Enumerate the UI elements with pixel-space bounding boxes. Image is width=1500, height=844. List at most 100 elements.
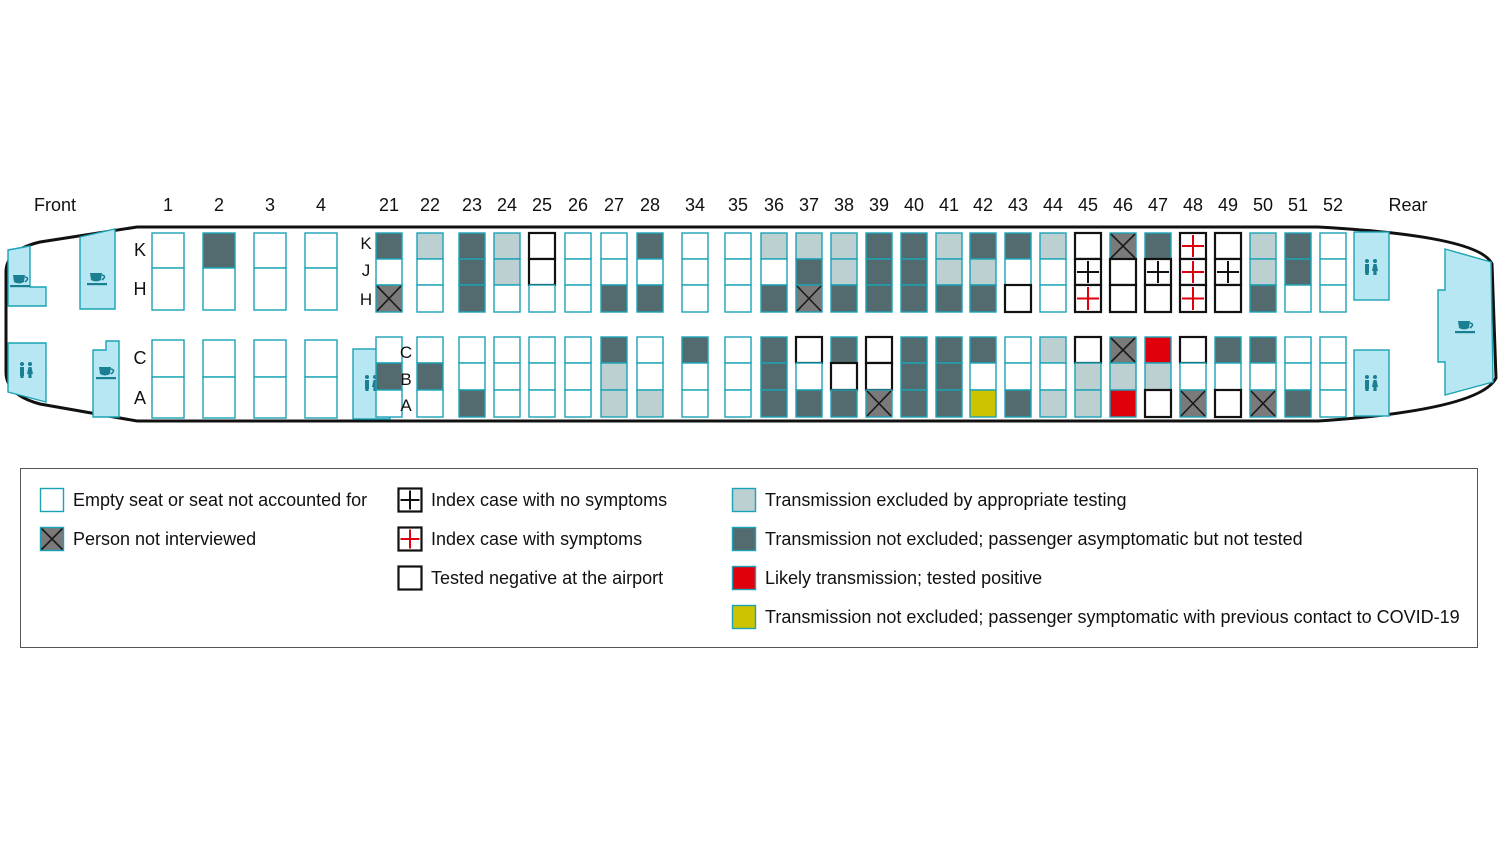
seat-41K (935, 232, 963, 260)
seat-45J (1073, 257, 1103, 287)
seat-24H (493, 284, 521, 313)
row-number: 41 (939, 195, 959, 215)
seat-2K (202, 232, 236, 269)
seat-42A (969, 389, 997, 418)
row-number: 28 (640, 195, 660, 215)
row-number: 37 (799, 195, 819, 215)
seat-47A (1143, 388, 1173, 419)
seat-43J (1004, 258, 1032, 286)
seat-44H (1039, 284, 1067, 313)
seat-28B (636, 362, 664, 391)
seat-45H (1073, 283, 1103, 314)
legend-item-excluded: Transmission excluded by appropriate tes… (731, 487, 1127, 513)
seat-51K (1284, 232, 1312, 260)
seat-46J (1108, 257, 1138, 287)
seat-45K (1073, 231, 1103, 261)
seat-49A (1213, 388, 1243, 419)
row-number: 48 (1183, 195, 1203, 215)
restroom-icon (1365, 259, 1378, 275)
excluded-swatch (731, 487, 757, 513)
front-galley (79, 228, 116, 310)
row-number: 42 (973, 195, 993, 215)
seat-38B (829, 361, 859, 392)
seat-1K (151, 232, 185, 269)
seat-37H (795, 284, 823, 313)
seat-2C (202, 339, 236, 378)
seat-28C (636, 336, 664, 364)
seat-23K (458, 232, 486, 260)
legend: Empty seat or seat not accounted for Per… (20, 468, 1478, 648)
seat-48C (1178, 335, 1208, 365)
rear-galley (1437, 248, 1494, 396)
seat-47C (1144, 336, 1172, 364)
seat-22C (416, 336, 444, 364)
seat-letter: B (400, 370, 411, 389)
row-number: 21 (379, 195, 399, 215)
seat-52A (1319, 389, 1347, 418)
row-number: 27 (604, 195, 624, 215)
seat-50B (1249, 362, 1277, 391)
row-number: 24 (497, 195, 517, 215)
seat-25A (528, 389, 556, 418)
row-number: 38 (834, 195, 854, 215)
seat-25K (527, 231, 557, 261)
seat-25J (527, 257, 557, 287)
legend-swatch-mark (731, 526, 757, 552)
seat-26J (564, 258, 592, 286)
seat-letter: H (134, 279, 147, 299)
seat-28K (636, 232, 664, 260)
seat-50C (1249, 336, 1277, 364)
seat-34H (681, 284, 709, 313)
seat-45A (1074, 389, 1102, 418)
row-number: 25 (532, 195, 552, 215)
seat-41J (935, 258, 963, 286)
seat-45B (1074, 362, 1102, 391)
row-number: 4 (316, 195, 326, 215)
seat-27B (600, 362, 628, 391)
row-number: 43 (1008, 195, 1028, 215)
legend-label: Transmission not excluded; passenger asy… (765, 528, 1303, 549)
seat-23J (458, 258, 486, 286)
row-number: 39 (869, 195, 889, 215)
rear-label: Rear (1388, 195, 1427, 215)
seat-35J (724, 258, 752, 286)
seat-25C (528, 336, 556, 364)
seat-39K (865, 232, 893, 260)
seat-3H (253, 267, 287, 311)
legend-label: Person not interviewed (73, 528, 257, 549)
legend-swatch-mark (731, 604, 757, 630)
empty-seat-swatch (39, 487, 65, 513)
seat-letter: J (362, 261, 371, 280)
seat-36A (760, 389, 788, 418)
tested-negative-swatch (397, 565, 423, 591)
legend-item-index-no-symptoms: Index case with no symptoms (397, 487, 667, 513)
seat-40B (900, 362, 928, 391)
seat-25B (528, 362, 556, 391)
seat-28H (636, 284, 664, 313)
seat-35B (724, 362, 752, 391)
legend-swatch-mark (397, 487, 423, 513)
seat-41C (935, 336, 963, 364)
seat-21H (375, 284, 403, 313)
seat-3A (253, 376, 287, 419)
seat-letter: H (360, 290, 372, 309)
seat-45C (1073, 335, 1103, 365)
seat-38J (830, 258, 858, 286)
cup-icon (96, 367, 116, 380)
seat-letter: C (134, 348, 147, 368)
seat-1A (151, 376, 185, 419)
seat-52H (1319, 284, 1347, 313)
seat-27C (600, 336, 628, 364)
seat-50J (1249, 258, 1277, 286)
seat-44C (1039, 336, 1067, 364)
seat-46B (1109, 362, 1137, 391)
seat-42H (969, 284, 997, 313)
seat-52J (1319, 258, 1347, 286)
seat-37J (795, 258, 823, 286)
row-number: 40 (904, 195, 924, 215)
seat-21A (375, 389, 403, 418)
seat-4K (304, 232, 338, 269)
legend-item-likely-transmission: Likely transmission; tested positive (731, 565, 1042, 591)
seat-21B (375, 362, 403, 391)
seat-50H (1249, 284, 1277, 313)
